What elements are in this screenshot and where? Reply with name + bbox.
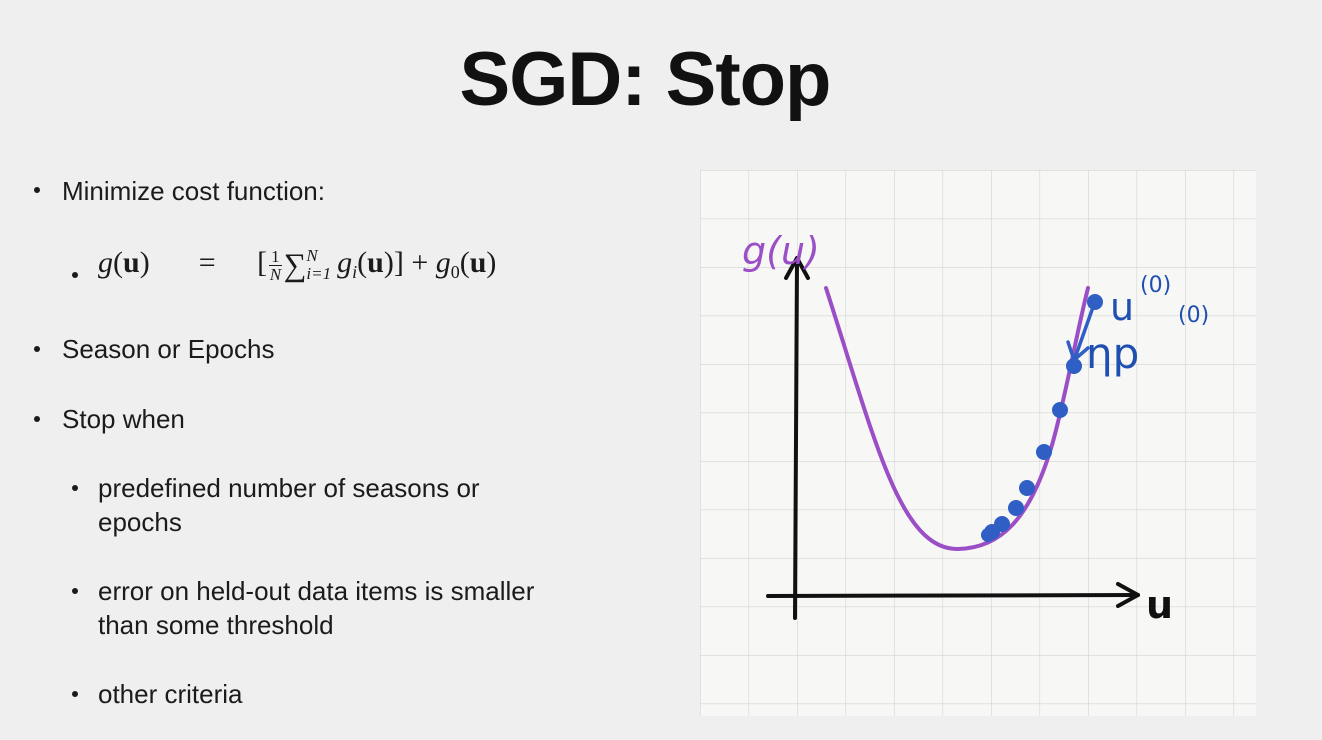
x-axis	[766, 593, 1140, 598]
sgd-point	[1008, 500, 1024, 516]
formula-lhs-arg: u	[123, 246, 140, 279]
step-arrowhead	[1066, 340, 1090, 362]
y-axis-label: g(u)	[742, 229, 820, 273]
y-axis-arrow	[784, 256, 810, 280]
x-axis-arrow	[1116, 582, 1140, 608]
bullet-minimize-cost: Minimize cost function:	[62, 176, 325, 206]
sgd-point	[1066, 358, 1082, 374]
bullet-dot	[72, 272, 78, 278]
x-axis-label: u	[1146, 583, 1173, 627]
formula-lhs-function: g	[98, 246, 113, 279]
formula-sum-sign: ∑	[283, 246, 307, 283]
bullet-dot	[72, 588, 78, 594]
bullet-dot	[34, 187, 40, 193]
sub-bullet-held-out-error: error on held-out data items is smaller …	[98, 574, 534, 642]
bullet-dot	[72, 691, 78, 697]
sgd-point	[981, 528, 995, 542]
start-point-label: u	[1110, 285, 1134, 329]
sub-bullet-other-criteria: other criteria	[98, 679, 243, 709]
sgd-point	[1036, 444, 1052, 460]
formula-reg-function: g	[435, 246, 451, 279]
step-label: ηp	[1086, 329, 1139, 378]
bullet-dot	[72, 485, 78, 491]
sub-bullet-predefined: predefined number of seasons or epochs	[98, 471, 480, 539]
sgd-start-point	[1087, 294, 1103, 310]
bullet-stop-when: Stop when	[62, 404, 185, 434]
bullet-season-epochs: Season or Epochs	[62, 334, 275, 364]
sub-bullet-held-out-line2: than some threshold	[98, 610, 334, 640]
start-point-superscript: (0)	[1140, 273, 1171, 298]
y-axis	[793, 258, 799, 620]
sgd-point	[1019, 480, 1035, 496]
sgd-point	[1052, 402, 1068, 418]
bullet-dot	[34, 346, 40, 352]
bullet-dot	[34, 416, 40, 422]
sub-bullet-held-out-line1: error on held-out data items is smaller	[98, 576, 535, 606]
formula-equals: =	[198, 246, 216, 279]
formula-term-function: g	[337, 246, 353, 279]
step-arrow	[1073, 308, 1094, 360]
grid-lines	[700, 170, 1256, 716]
slide-title: SGD: Stop	[459, 37, 832, 122]
sub-bullet-predefined-line2: epochs	[98, 507, 182, 537]
formula-plus: +	[411, 246, 429, 279]
step-superscript: (0)	[1178, 303, 1209, 328]
sgd-iterates	[981, 294, 1103, 542]
sub-bullet-predefined-line1: predefined number of seasons or	[98, 473, 480, 503]
sgd-sketch: g(u) u u (0) ηp (0)	[700, 170, 1256, 716]
